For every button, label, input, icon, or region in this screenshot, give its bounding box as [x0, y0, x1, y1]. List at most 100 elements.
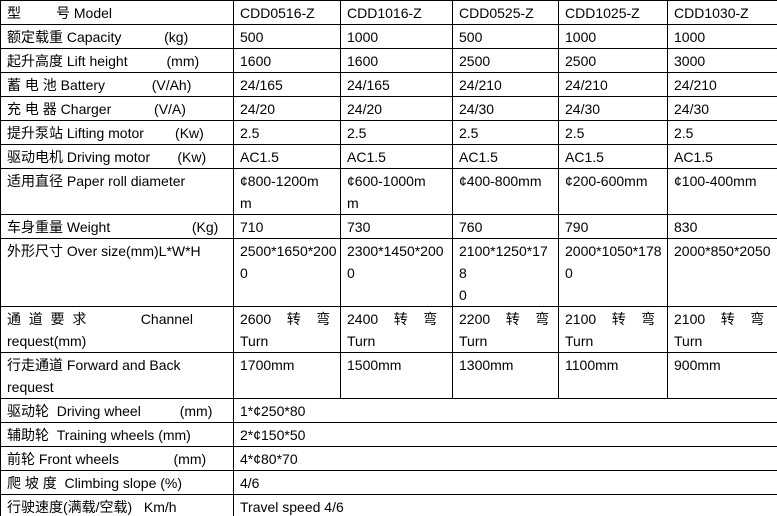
value-cell-span: 4*¢80*70: [233, 446, 777, 471]
row-label-cell: 充 电 器 Charger (V/A): [0, 96, 234, 121]
row-label-cell: 驱动电机 Driving motor (Kw): [0, 144, 234, 169]
table-row: 辅助轮 Training wheels (mm) 2*¢150*50: [0, 422, 777, 447]
value-cell: 500: [452, 24, 559, 49]
value-cell: 1600: [340, 48, 453, 73]
value-cell: ¢800-1200m m: [233, 168, 341, 215]
value-cell: 500: [233, 24, 341, 49]
value-cell: AC1.5: [667, 144, 777, 169]
value-cell: 24/210: [667, 72, 777, 97]
value-cell: 1300mm: [452, 352, 559, 399]
table-row: 充 电 器 Charger (V/A) 24/20 24/20 24/30 24/30 2…: [0, 96, 777, 121]
value-cell: 2300*1450*200 0: [340, 238, 453, 307]
table-row: 适用直径 Paper roll diameter ¢800-1200m m ¢600…: [0, 168, 777, 215]
value-cell: 2.5: [452, 120, 559, 145]
value-cell: ¢400-800mm: [452, 168, 559, 215]
value-cell: 830: [667, 214, 777, 239]
value-cell: 1600: [233, 48, 341, 73]
table-row: 额定载重 Capacity (kg) 500 1000 500 1000 1000: [0, 24, 777, 49]
row-label-cell: 行驶速度(满载/空载) Km/h: [0, 494, 234, 516]
row-label-cell: 起升高度 Lift height (mm): [0, 48, 234, 73]
table-row: 蓄 电 池 Battery (V/Ah) 24/165 24/165 24/210 24…: [0, 72, 777, 97]
value-cell: 2100*1250*178 0: [452, 238, 559, 307]
value-cell: 3000: [667, 48, 777, 73]
value-cell-span: 2*¢150*50: [233, 422, 777, 447]
value-cell: 24/165: [233, 72, 341, 97]
model-header-cell: CDD0525-Z: [452, 0, 559, 25]
value-cell: 760: [452, 214, 559, 239]
value-cell: 2.5: [233, 120, 341, 145]
row-label-cell: 驱动轮 Driving wheel (mm): [0, 398, 234, 423]
value-cell: 1000: [667, 24, 777, 49]
model-row-label-cell: 型 号 Model: [0, 0, 234, 25]
row-label-cell: 通 道 要 求 Channel request(mm): [0, 306, 234, 353]
value-cell: AC1.5: [340, 144, 453, 169]
value-cell-span: 4/6: [233, 470, 777, 495]
value-cell: ¢200-600mm: [558, 168, 668, 215]
value-cell: 2000*850*2050: [667, 238, 777, 307]
value-cell: 730: [340, 214, 453, 239]
table-row: 提升泵站 Lifting motor (Kw) 2.5 2.5 2.5 2.5 2.5: [0, 120, 777, 145]
value-cell: 24/30: [667, 96, 777, 121]
value-cell: ¢600-1000m m: [340, 168, 453, 215]
value-cell: 2.5: [340, 120, 453, 145]
value-cell: 24/165: [340, 72, 453, 97]
table-row: 驱动轮 Driving wheel (mm) 1*¢250*80: [0, 398, 777, 423]
value-cell: 1700mm: [233, 352, 341, 399]
model-header-cell: CDD0516-Z: [233, 0, 341, 25]
model-header-cell: CDD1016-Z: [340, 0, 453, 25]
table-row: 驱动电机 Driving motor (Kw) AC1.5 AC1.5 AC1.5 AC…: [0, 144, 777, 169]
table-row: 前轮 Front wheels (mm) 4*¢80*70: [0, 446, 777, 471]
value-cell: AC1.5: [558, 144, 668, 169]
value-cell: 1500mm: [340, 352, 453, 399]
value-cell: 24/20: [233, 96, 341, 121]
value-cell: 2500: [558, 48, 668, 73]
row-label-cell: 行走通道 Forward and Back request: [0, 352, 234, 399]
row-label-cell: 爬 坡 度 Climbing slope (%): [0, 470, 234, 495]
value-cell: 2100 转 弯 Turn: [667, 306, 777, 353]
row-label-cell: 外形尺寸 Over size(mm)L*W*H: [0, 238, 234, 307]
value-cell: 24/210: [558, 72, 668, 97]
value-cell: 24/30: [558, 96, 668, 121]
table-row: 型 号 Model CDD0516-Z CDD1016-Z CDD0525-Z CDD1…: [0, 0, 777, 25]
value-cell-span: 1*¢250*80: [233, 398, 777, 423]
value-cell: 2600 转 弯 Turn: [233, 306, 341, 353]
value-cell: 1100mm: [558, 352, 668, 399]
value-cell: AC1.5: [452, 144, 559, 169]
value-cell: 2400 转 弯 Turn: [340, 306, 453, 353]
value-cell: 2.5: [558, 120, 668, 145]
value-cell: 2500: [452, 48, 559, 73]
row-label-cell: 车身重量 Weight (Kg): [0, 214, 234, 239]
value-cell: 2.5: [667, 120, 777, 145]
model-header-cell: CDD1025-Z: [558, 0, 668, 25]
table-row: 车身重量 Weight (Kg) 710 730 760 790 830: [0, 214, 777, 239]
table-row: 通 道 要 求 Channel request(mm) 2600 转 弯 Turn…: [0, 306, 777, 353]
value-cell-span: Travel speed 4/6: [233, 494, 777, 516]
table-row: 外形尺寸 Over size(mm)L*W*H 2500*1650*200 0 23…: [0, 238, 777, 307]
model-header-cell: CDD1030-Z: [667, 0, 777, 25]
value-cell: 24/20: [340, 96, 453, 121]
value-cell: 2500*1650*200 0: [233, 238, 341, 307]
row-label-cell: 额定载重 Capacity (kg): [0, 24, 234, 49]
value-cell: AC1.5: [233, 144, 341, 169]
row-label-cell: 提升泵站 Lifting motor (Kw): [0, 120, 234, 145]
row-label-cell: 适用直径 Paper roll diameter: [0, 168, 234, 215]
row-label-cell: 辅助轮 Training wheels (mm): [0, 422, 234, 447]
value-cell: 790: [558, 214, 668, 239]
value-cell: 2000*1050*178 0: [558, 238, 668, 307]
value-cell: 1000: [558, 24, 668, 49]
value-cell: 1000: [340, 24, 453, 49]
value-cell: 710: [233, 214, 341, 239]
row-label-cell: 蓄 电 池 Battery (V/Ah): [0, 72, 234, 97]
row-label-cell: 前轮 Front wheels (mm): [0, 446, 234, 471]
table-row: 起升高度 Lift height (mm) 1600 1600 2500 2500 300…: [0, 48, 777, 73]
value-cell: 24/210: [452, 72, 559, 97]
value-cell: 24/30: [452, 96, 559, 121]
table-row: 行走通道 Forward and Back request 1700mm 1500m…: [0, 352, 777, 399]
value-cell: ¢100-400mm: [667, 168, 777, 215]
value-cell: 2200 转 弯 Turn: [452, 306, 559, 353]
table-row: 爬 坡 度 Climbing slope (%) 4/6: [0, 470, 777, 495]
table-row: 行驶速度(满载/空载) Km/h Travel speed 4/6: [0, 494, 777, 516]
